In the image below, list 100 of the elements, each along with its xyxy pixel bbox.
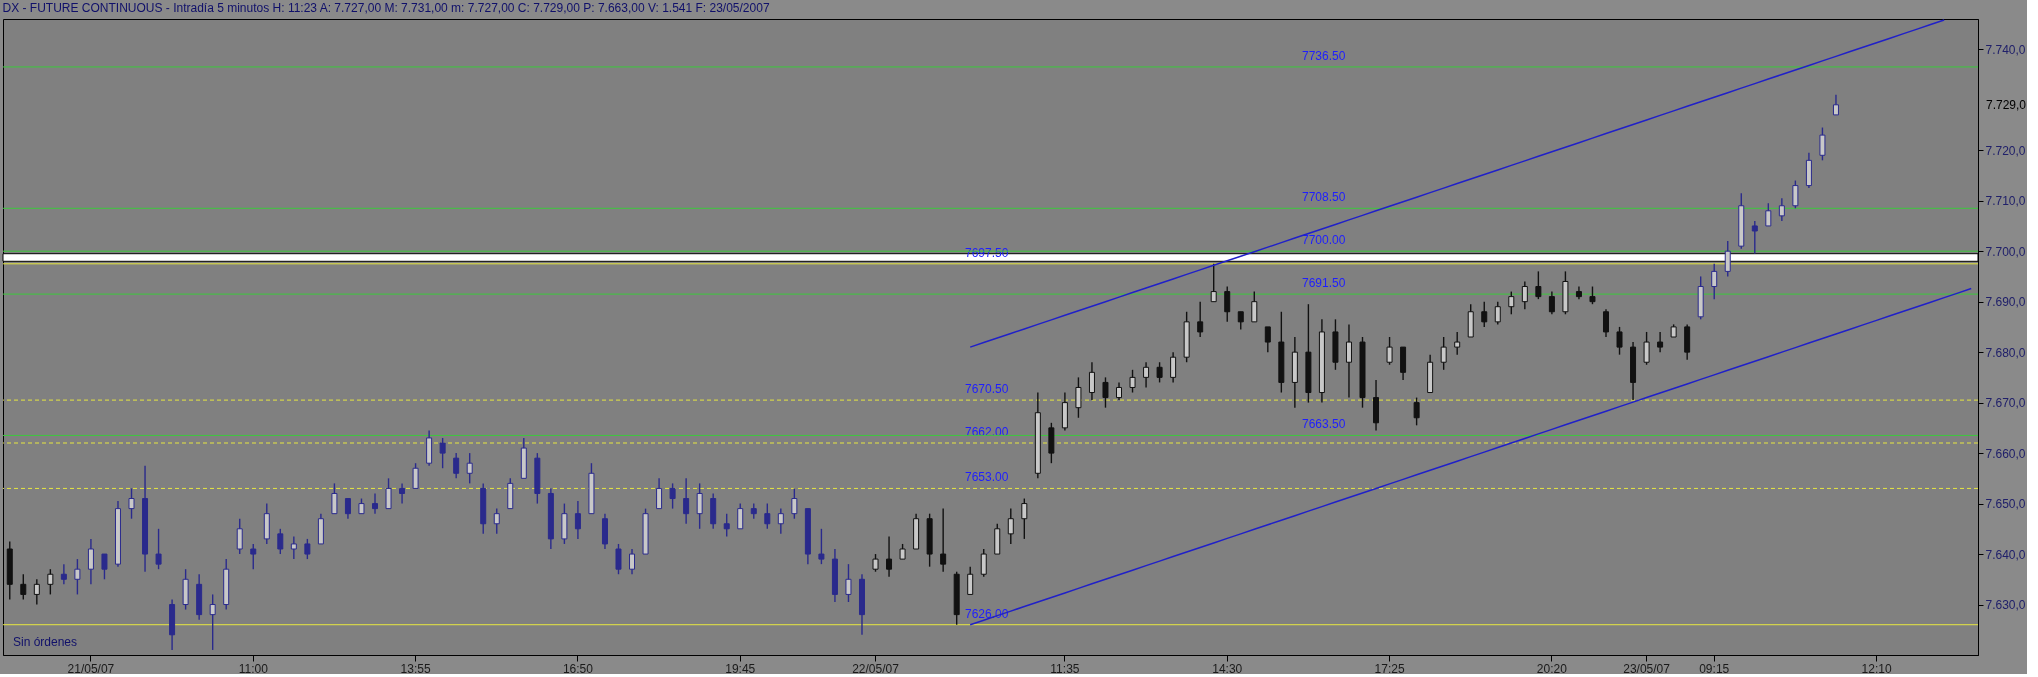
candlestick bbox=[940, 507, 947, 573]
candlestick bbox=[845, 563, 852, 603]
candlestick bbox=[1210, 263, 1217, 303]
candlestick bbox=[290, 535, 297, 560]
candlestick bbox=[764, 502, 771, 530]
candlestick bbox=[1075, 376, 1082, 419]
ref-line-label: 7626.00 bbox=[965, 606, 1009, 621]
candlestick bbox=[1832, 94, 1839, 116]
candlestick bbox=[656, 477, 663, 510]
candlestick bbox=[1508, 290, 1515, 315]
candlestick bbox=[155, 528, 162, 570]
candlestick bbox=[1521, 280, 1528, 310]
candlestick bbox=[1088, 361, 1095, 401]
candlestick bbox=[1197, 300, 1204, 338]
candlestick bbox=[331, 482, 338, 515]
candlestick bbox=[250, 543, 257, 570]
y-tick-label: 7.670,0 bbox=[1985, 396, 2026, 411]
ref-line-label: 7736.50 bbox=[1302, 48, 1346, 63]
candlestick bbox=[1792, 179, 1799, 209]
ref-line-label: 7653.00 bbox=[965, 470, 1009, 485]
candlestick bbox=[1143, 361, 1150, 389]
candlestick bbox=[453, 452, 460, 480]
y-tick-label: 7.740,0 bbox=[1985, 42, 2026, 57]
x-tick-label: 16:50 bbox=[562, 661, 594, 676]
candlestick bbox=[777, 507, 784, 535]
candlestick bbox=[574, 500, 581, 540]
candlestick bbox=[1535, 270, 1542, 300]
candlestick bbox=[1129, 369, 1136, 394]
candlestick bbox=[385, 477, 392, 510]
candlestick bbox=[1819, 126, 1826, 162]
x-tick-label: 11:35 bbox=[1050, 661, 1080, 676]
x-tick-label: 22/05/07 bbox=[852, 661, 900, 676]
candlestick bbox=[1102, 376, 1109, 409]
candlestick bbox=[615, 543, 622, 575]
candlestick bbox=[277, 528, 284, 555]
ref-line-label: 7663.50 bbox=[1302, 417, 1346, 432]
candlestick bbox=[1778, 197, 1785, 222]
x-tick-label: 13:55 bbox=[400, 661, 431, 676]
candlestick bbox=[466, 452, 473, 485]
candlestick bbox=[399, 482, 406, 505]
x-tick-label: 14:30 bbox=[1212, 661, 1243, 676]
x-tick-label: 21/05/07 bbox=[67, 661, 115, 676]
candlestick bbox=[60, 563, 67, 586]
candlestick bbox=[737, 502, 744, 530]
y-tick-label: 7.650,0 bbox=[1985, 497, 2026, 512]
candlestick bbox=[1711, 263, 1718, 300]
candlestick bbox=[20, 573, 27, 601]
candlestick bbox=[47, 568, 54, 596]
text: 7.729,0 bbox=[1986, 97, 2027, 112]
ref-line-label: 7691.50 bbox=[1302, 276, 1346, 291]
candlestick bbox=[1007, 507, 1014, 545]
candlestick bbox=[128, 487, 135, 520]
candlestick bbox=[439, 437, 446, 469]
y-tick-label: 7.630,0 bbox=[1985, 598, 2026, 613]
y-tick-label: 7.690,0 bbox=[1985, 295, 2026, 310]
y-tick-label: 7.680,0 bbox=[1985, 345, 2026, 360]
candlestick bbox=[344, 497, 351, 520]
y-tick-label: 7.640,0 bbox=[1985, 547, 2026, 562]
candlestick bbox=[669, 482, 676, 510]
candlestick bbox=[1603, 308, 1609, 338]
y-tick-label: 7.700,0 bbox=[1985, 244, 2026, 259]
candlestick bbox=[818, 528, 825, 565]
candlestick bbox=[1643, 331, 1650, 366]
candlestick bbox=[1264, 326, 1271, 353]
x-tick-label: 11:00 bbox=[238, 661, 269, 676]
candlestick bbox=[1548, 290, 1555, 315]
candlestick bbox=[372, 492, 378, 515]
candlestick bbox=[683, 477, 690, 525]
candlestick bbox=[1724, 240, 1731, 278]
candlestick bbox=[33, 578, 40, 606]
candlestick bbox=[1440, 336, 1447, 371]
candlestick bbox=[1751, 220, 1758, 255]
candlestick bbox=[629, 548, 636, 575]
chart-title: DX - FUTURE CONTINUOUS - Intradía 5 minutos H: 11:23 A: 7.727,00 M: 7.731,00 m: 7.727,00 C: 7.729,00 P: 7.663,00 V: 1.541 F: 23/05/2007 bbox=[2, 1, 770, 15]
candlestick bbox=[1765, 202, 1772, 227]
candlestick bbox=[87, 538, 94, 586]
x-tick-label: 17:25 bbox=[1374, 661, 1405, 676]
x-tick-label: 19:45 bbox=[725, 661, 756, 676]
candlestick bbox=[980, 548, 987, 578]
y-tick-label: 7.710,0 bbox=[1985, 194, 2026, 209]
candlestick bbox=[723, 512, 730, 538]
candlestick bbox=[101, 553, 108, 580]
candlestick bbox=[696, 482, 703, 530]
candlestick bbox=[1021, 497, 1028, 540]
x-tick-label: 09:15 bbox=[1699, 661, 1730, 676]
candlestick bbox=[1657, 331, 1664, 353]
candlestick bbox=[1454, 331, 1461, 356]
candlestick bbox=[74, 558, 81, 596]
candlestick bbox=[304, 538, 311, 560]
candlestick bbox=[493, 507, 500, 535]
ref-line-label: 7670.50 bbox=[965, 382, 1009, 397]
candlestick bbox=[886, 535, 893, 578]
ref-line-label: 7662.00 bbox=[965, 425, 1009, 439]
y-tick-label: 7.660,0 bbox=[1985, 446, 2026, 461]
candlestick bbox=[209, 593, 216, 651]
candlestick bbox=[1251, 290, 1258, 323]
candlestick bbox=[1494, 300, 1501, 326]
candlestick bbox=[1170, 351, 1177, 384]
candlestick bbox=[1386, 336, 1393, 366]
x-tick-label: 23/05/07 bbox=[1623, 661, 1671, 676]
